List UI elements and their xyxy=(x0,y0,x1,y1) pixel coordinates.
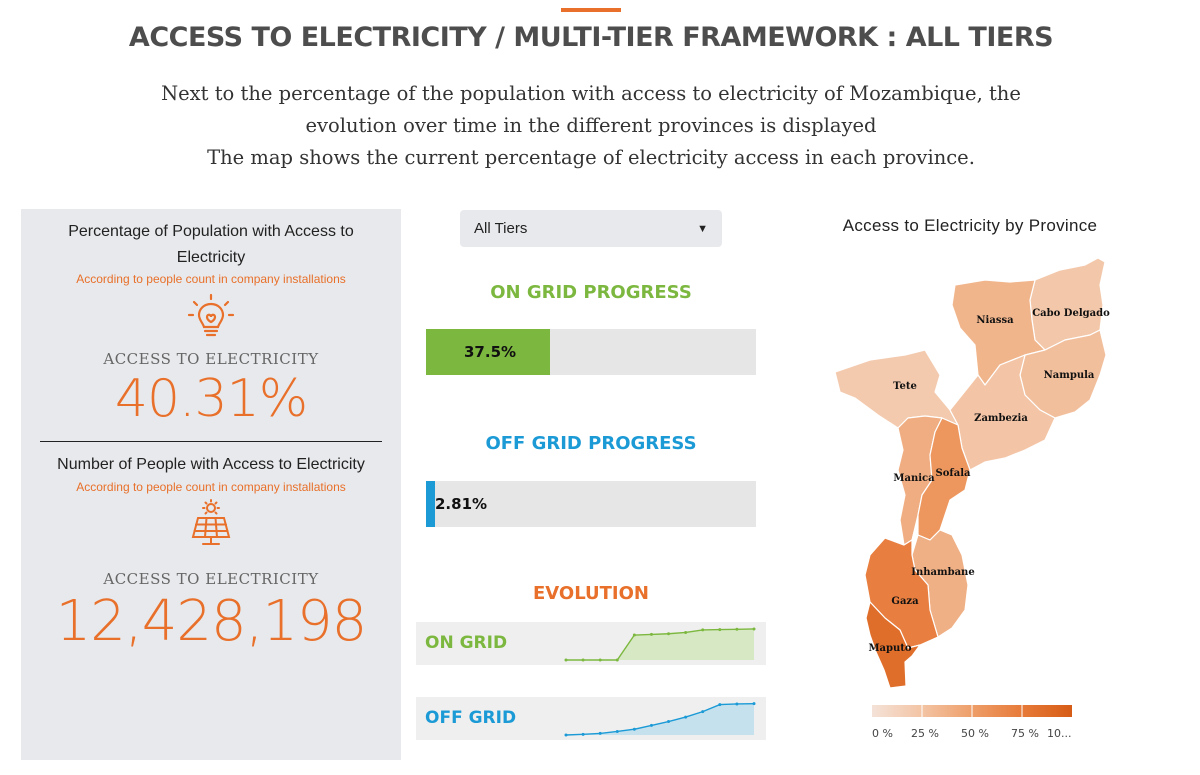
lightbulb-icon xyxy=(187,293,235,337)
sparkline-point xyxy=(735,627,739,631)
tier-select-value: All Tiers xyxy=(474,220,528,237)
legend-tick: 25 % xyxy=(911,727,939,740)
province-maputo[interactable] xyxy=(865,601,921,689)
sparkline-point xyxy=(684,630,688,634)
province-label: Tete xyxy=(893,381,917,392)
intro-line: The map shows the current percentage of … xyxy=(207,146,975,169)
province-label: Inhambane xyxy=(911,567,974,578)
sparkline-point xyxy=(632,633,636,637)
sparkline-line xyxy=(566,628,755,661)
sparkline-point xyxy=(752,702,756,706)
on-grid-progress-label: 37.5% xyxy=(464,343,517,361)
sparkline-line xyxy=(565,702,755,736)
province-gaza[interactable] xyxy=(864,537,939,649)
on-grid-progress-fill xyxy=(426,329,550,375)
percentage-card-label: ACCESS TO ELECTRICITY xyxy=(103,350,319,368)
off-grid-progress-title: OFF GRID PROGRESS xyxy=(485,433,697,454)
province-label: Zambezia xyxy=(974,413,1028,424)
off-grid-progress-bar: 2.81% xyxy=(426,481,756,527)
legend-tick: 50 % xyxy=(961,727,989,740)
on-grid-sparkline xyxy=(564,627,756,662)
sparkline-point xyxy=(564,658,568,662)
off-grid-evolution-row: OFF GRID xyxy=(416,697,766,740)
off-grid-progress-label: 2.81% xyxy=(435,495,488,513)
sparkline-point xyxy=(667,720,671,724)
intro-text: Next to the percentage of the population… xyxy=(0,78,1182,174)
sparkline-point xyxy=(752,627,756,631)
sparkline-point xyxy=(701,628,705,632)
province-label: Manica xyxy=(893,473,935,484)
tier-select[interactable]: All Tiers ▼ xyxy=(460,210,722,247)
sparkline-point xyxy=(598,731,602,735)
title-accent-line xyxy=(561,8,621,12)
sparkline-point xyxy=(598,658,602,662)
percentage-card-subtitle: According to people count in company ins… xyxy=(76,272,346,286)
intro-line: evolution over time in the different pro… xyxy=(305,114,877,137)
sparkline-point xyxy=(718,703,722,707)
province-label: Cabo Delgado xyxy=(1032,308,1110,319)
sparkline-point xyxy=(684,715,688,719)
sparkline-point xyxy=(701,710,705,714)
sparkline-point xyxy=(649,723,653,727)
sparkline-area xyxy=(566,703,754,735)
sparkline-point xyxy=(615,658,619,662)
province-map: Niassa Cabo Delgado Nampula Tete Zambezi… xyxy=(834,257,1110,689)
panel-divider xyxy=(40,441,382,442)
sparkline-point xyxy=(564,733,568,737)
off-grid-evolution-label: OFF GRID xyxy=(425,708,517,728)
map-legend-bar xyxy=(872,705,1072,717)
percentage-card-title: Percentage of Population with Access to … xyxy=(68,223,354,266)
solar-panel-icon xyxy=(191,499,231,545)
caret-down-icon: ▼ xyxy=(697,222,708,235)
province-label: Niassa xyxy=(976,315,1014,326)
sparkline-point xyxy=(632,727,636,731)
evolution-title: EVOLUTION xyxy=(533,583,649,604)
sparkline-point xyxy=(718,628,722,632)
province-label: Maputo xyxy=(868,643,911,654)
province-zambezia[interactable] xyxy=(949,354,1056,471)
sparkline-point xyxy=(581,732,585,736)
people-value: 12,428,198 xyxy=(55,589,368,654)
sparkline-area xyxy=(566,628,754,660)
map-title: Access to Electricity by Province xyxy=(842,216,1098,235)
province-label: Nampula xyxy=(1044,370,1095,381)
people-card-label: ACCESS TO ELECTRICITY xyxy=(103,570,319,588)
page-title: ACCESS TO ELECTRICITY / MULTI-TIER FRAME… xyxy=(128,22,1054,53)
intro-line: Next to the percentage of the population… xyxy=(161,82,1021,105)
sparkline-point xyxy=(735,702,739,706)
people-card-subtitle: According to people count in company ins… xyxy=(76,480,346,494)
on-grid-evolution-label: ON GRID xyxy=(425,633,508,653)
sparkline-point xyxy=(615,729,619,733)
off-grid-sparkline xyxy=(564,702,756,737)
sparkline-point xyxy=(581,658,585,662)
sparkline-point xyxy=(649,632,653,636)
people-card-title: Number of People with Access to Electric… xyxy=(57,456,365,473)
legend-tick: 75 % xyxy=(1011,727,1039,740)
on-grid-evolution-row: ON GRID xyxy=(416,622,766,665)
on-grid-progress-bar: 37.5% xyxy=(426,329,756,375)
sparkline-point xyxy=(667,632,671,636)
legend-tick: 0 % xyxy=(872,727,893,740)
province-label: Gaza xyxy=(891,596,919,607)
legend-tick: 10... xyxy=(1047,727,1072,740)
on-grid-progress-title: ON GRID PROGRESS xyxy=(490,282,692,303)
off-grid-progress-fill xyxy=(426,481,435,527)
kpi-panel: Percentage of Population with Access to … xyxy=(21,209,401,760)
percentage-value: 40.31% xyxy=(114,369,308,429)
province-label: Sofala xyxy=(936,468,971,479)
